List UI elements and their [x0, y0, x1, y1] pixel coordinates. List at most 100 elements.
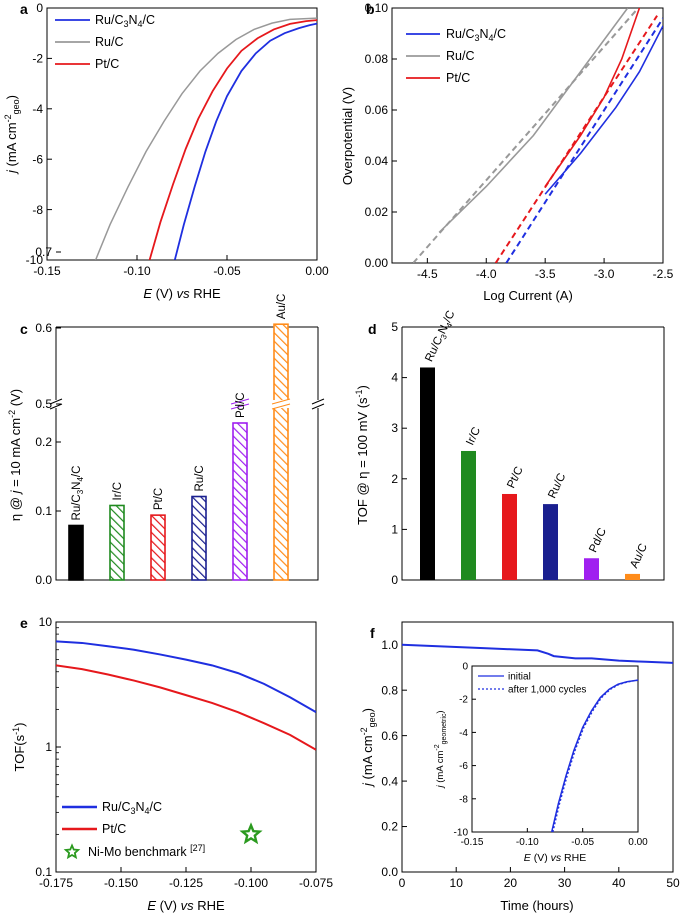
bar-label-pt-c: Pt/C [153, 488, 165, 510]
x-tick-label: -3.0 [594, 267, 615, 281]
series-ru-c-line [438, 8, 629, 233]
y-tick-label: -2 [459, 695, 468, 706]
bar-pt-c [150, 514, 166, 581]
y-tick-label: 0.4 [381, 774, 398, 788]
y-tick-label: -10 [26, 253, 44, 267]
legend-ru-c3n4-c: Ru/C3N4/C [95, 13, 155, 29]
legend-ru-c3n4-c: Ru/C3N4/C [446, 27, 506, 43]
bar-ru-c3n4-c [68, 524, 84, 581]
y-tick-label: 0.7 [35, 245, 52, 259]
x-tick-label: 40 [612, 876, 626, 890]
x-tick-label: -4.0 [476, 267, 497, 281]
bar-pd-c [584, 558, 599, 580]
panel-e-ticks: -0.175 -0.150 -0.125 -0.100 -0.075 0.1 1 10 [35, 615, 333, 890]
y-tick-label: -2 [32, 52, 43, 66]
x-tick-label: -4.5 [417, 267, 438, 281]
panel-c-bars: Ru/C3N4/C Ir/C Pt/C Ru/C Pd/C Au/C [68, 294, 291, 581]
y-tick-label: -4 [32, 102, 43, 116]
panel-f: f 0 10 20 30 40 50 0.0 0.2 0.4 0.6 0.8 1.0 Time (ho… [359, 621, 680, 913]
bar-label-au-c: Au/C [628, 542, 650, 570]
x-tick-label: -0.10 [123, 264, 151, 278]
panel-a-ylabel: j (mA cm-2geo) [3, 95, 21, 175]
panel-d-label: d [368, 321, 377, 337]
y-tick-label: 0.04 [365, 154, 389, 168]
ni-mo-benchmark-star [239, 822, 263, 845]
legend-ru-c3n4-c: Ru/C3N4/C [102, 800, 162, 816]
legend-initial: initial [508, 672, 531, 683]
panel-a-frame [46, 7, 318, 261]
bar-ru-c [543, 504, 558, 580]
panel-b-label: b [366, 1, 375, 17]
series-ru-c-line [94, 17, 317, 260]
bar-break-mark [230, 398, 250, 405]
x-tick-label: -0.15 [461, 837, 484, 848]
bar-pt-c [502, 493, 517, 580]
inset-frame [471, 665, 639, 833]
panel-b-lines [412, 8, 663, 263]
panel-a-ticks: -0.15 -0.10 -0.05 0.00 0 -2 -4 -6 -8 -10 [26, 1, 329, 278]
panel-c-ylabel: η @ j = 10 mA cm-2 (V) [7, 389, 23, 521]
panel-a-xlabel: E (V) vs RHE [143, 286, 221, 301]
y-tick-label: 0.0 [381, 865, 398, 879]
x-tick-label: -2.5 [653, 267, 674, 281]
legend-ru-c: Ru/C [446, 49, 474, 63]
panel-f-ylabel: j (mA cm-2geo) [359, 708, 377, 788]
inset-ticks: -0.15 -0.10 -0.05 0.00 0 -2 -4 -6 -8 -10 [454, 662, 649, 849]
inset-legend: initial after 1,000 cycles [478, 672, 586, 696]
inset-xlabel: E (V) vs RHE [524, 852, 586, 864]
bar-label-ru-c: Ru/C [546, 472, 568, 501]
legend-pt-c: Pt/C [102, 822, 126, 836]
x-tick-label: 0.00 [305, 264, 329, 278]
y-tick-label: 0 [36, 1, 43, 15]
panel-d-ylabel: TOF @ η = 100 mV (s-1) [354, 385, 370, 525]
panel-d: d 0 1 2 3 4 5 Ru/C3N4/C Ir/C Pt/C Ru/C Pd/C Au/C T… [354, 309, 665, 587]
y-tick-label: 0.1 [35, 865, 52, 879]
bar-ir-c [109, 504, 125, 581]
legend-star-icon [63, 843, 81, 860]
bar-break-gap [272, 400, 290, 408]
bar-pd-c [232, 422, 248, 581]
y-tick-label: -10 [454, 828, 469, 839]
bar-au-c [625, 573, 640, 580]
panel-d-ticks: 0 1 2 3 4 5 [391, 320, 407, 587]
panel-f-ticks: 0 10 20 30 40 50 0.0 0.2 0.4 0.6 0.8 1.0 [381, 638, 680, 890]
panel-c-frame [55, 327, 319, 581]
y-tick-label: 0.00 [365, 256, 389, 270]
y-tick-label: 0.8 [381, 683, 398, 697]
panel-c-label: c [20, 321, 28, 337]
panel-a-legend: Ru/C3N4/C Ru/C Pt/C [55, 13, 155, 71]
x-tick-label: -0.05 [571, 837, 594, 848]
x-tick-label: 20 [504, 876, 518, 890]
panel-b-xlabel: Log Current (A) [483, 288, 573, 303]
bar-ru-c3n4-c [420, 367, 435, 580]
y-tick-label: 0.2 [35, 435, 52, 449]
panel-d-bars: Ru/C3N4/C Ir/C Pt/C Ru/C Pd/C Au/C [420, 309, 650, 580]
panel-f-xlabel: Time (hours) [500, 898, 573, 913]
legend-pt-c: Pt/C [446, 71, 470, 85]
y-tick-label: -6 [32, 152, 43, 166]
y-tick-label: -4 [459, 728, 468, 739]
bar-label-ru-c: Ru/C [194, 465, 206, 491]
y-tick-label: 4 [391, 371, 398, 385]
bar-break-mark [230, 403, 250, 410]
y-tick-label: 0.6 [381, 729, 398, 743]
bar-ir-c [461, 450, 476, 580]
y-tick-label: 0.10 [365, 1, 389, 15]
x-tick-label: 0.00 [628, 837, 648, 848]
panel-b-ticks: -4.5 -4.0 -3.5 -3.0 -2.5 0.00 0.02 0.04 0.06 0.08… [365, 1, 674, 281]
series-pt-c-line [56, 664, 316, 751]
bar-label-pd-c: Pd/C [587, 526, 609, 554]
x-tick-label: -0.05 [213, 264, 241, 278]
panel-e-label: e [20, 615, 28, 631]
x-tick-label: -0.175 [39, 876, 73, 890]
legend-ni-mo: Ni-Mo benchmark [27] [88, 843, 205, 859]
panel-e-ylabel: TOF(s-1) [11, 723, 27, 772]
inset-ylabel: j (mA cm-2geometric) [434, 710, 448, 789]
series-ru-c3n4-c-line [173, 22, 317, 260]
x-tick-label: -0.150 [104, 876, 138, 890]
y-tick-label: 0.08 [365, 52, 389, 66]
bar-label-ru-c3n4-c: Ru/C3N4/C [71, 466, 85, 521]
panel-e-xlabel: E (V) vs RHE [147, 898, 225, 913]
y-tick-label: 0.06 [365, 103, 389, 117]
x-tick-label: -0.125 [169, 876, 203, 890]
